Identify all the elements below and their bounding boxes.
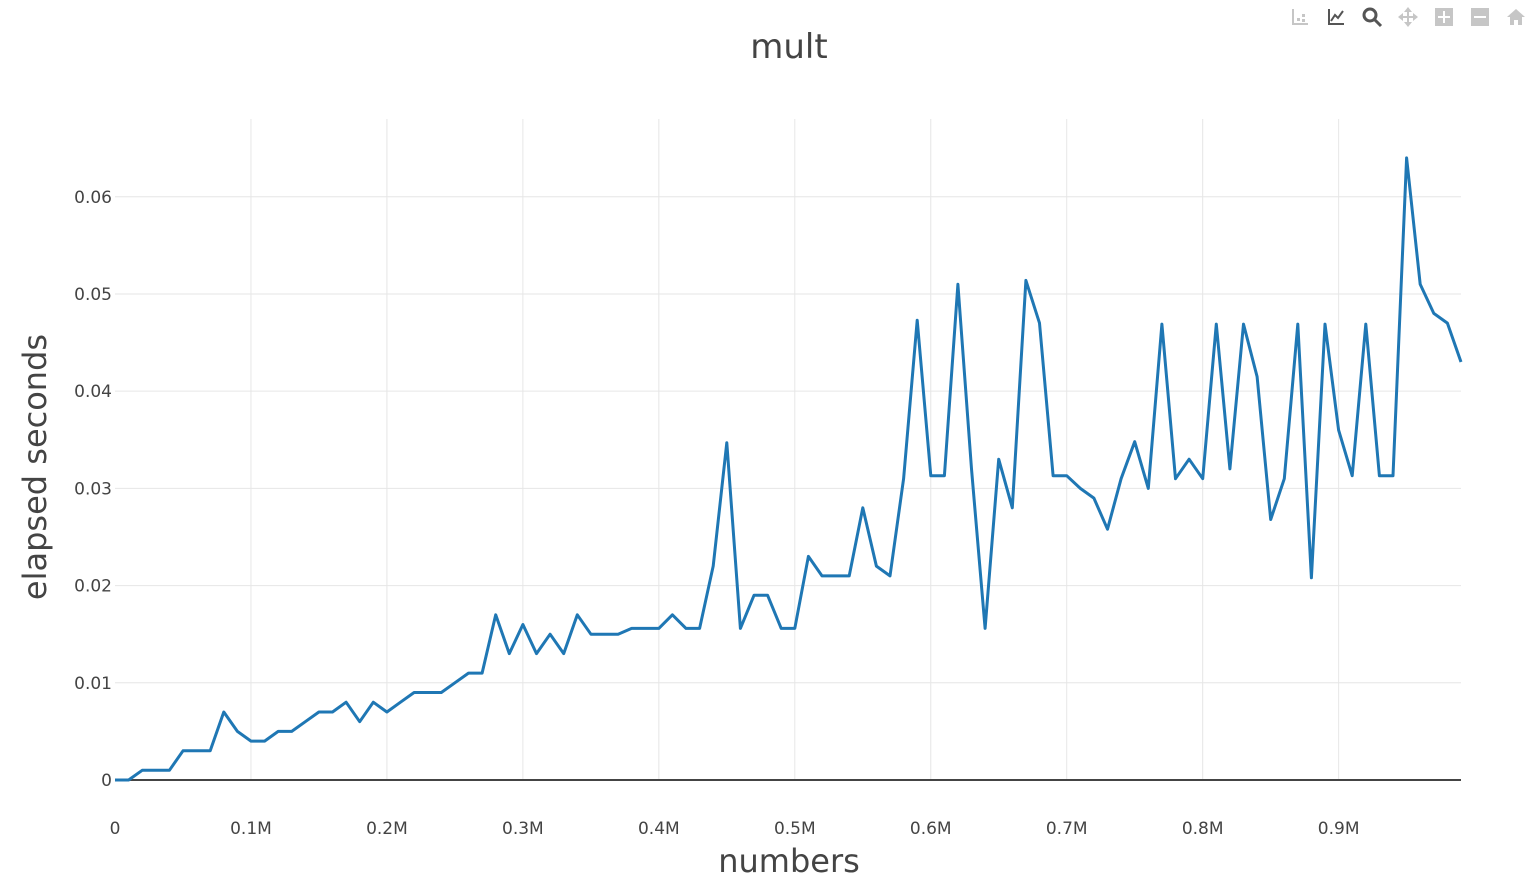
modebar [1285, 4, 1531, 30]
series-line[interactable] [115, 156, 1463, 782]
x-tick-label: 0.8M [1182, 819, 1224, 839]
x-tick-label: 0.2M [366, 819, 408, 839]
y-tick-labels: 0 0.01 0.02 0.03 0.04 0.05 0.06 [74, 188, 112, 791]
x-tick-label: 0.4M [638, 819, 680, 839]
pan-icon[interactable] [1393, 4, 1423, 30]
x-axis-label: numbers [718, 842, 860, 880]
show-closest-icon[interactable] [1321, 4, 1351, 30]
x-gridlines [250, 119, 1340, 780]
y-tick-label: 0.04 [74, 382, 112, 402]
chart-title: mult [750, 27, 827, 67]
x-tick-label: 0.5M [774, 819, 816, 839]
zoom-in-icon[interactable] [1429, 4, 1459, 30]
zoom-out-icon[interactable] [1465, 4, 1495, 30]
y-tick-label: 0.02 [74, 577, 112, 597]
zoom-icon[interactable] [1357, 4, 1387, 30]
y-tick-label: 0.06 [74, 188, 112, 208]
y-gridlines [115, 196, 1461, 684]
compare-data-icon[interactable] [1285, 4, 1315, 30]
y-tick-label: 0.03 [74, 479, 112, 499]
x-tick-label: 0.1M [230, 819, 272, 839]
reset-axes-icon[interactable] [1501, 4, 1531, 30]
x-tick-label: 0.9M [1318, 819, 1360, 839]
y-tick-label: 0.05 [74, 285, 112, 305]
y-tick-label: 0 [101, 771, 112, 791]
y-axis-label: elapsed seconds [16, 334, 54, 600]
x-tick-label: 0.6M [910, 819, 952, 839]
x-tick-labels: 0 0.1M 0.2M 0.3M 0.4M 0.5M 0.6M 0.7M 0.8M 0.9M [110, 819, 1360, 839]
x-tick-label: 0.3M [502, 819, 544, 839]
x-tick-label: 0.7M [1046, 819, 1088, 839]
y-tick-label: 0.01 [74, 674, 112, 694]
x-tick-label: 0 [110, 819, 121, 839]
